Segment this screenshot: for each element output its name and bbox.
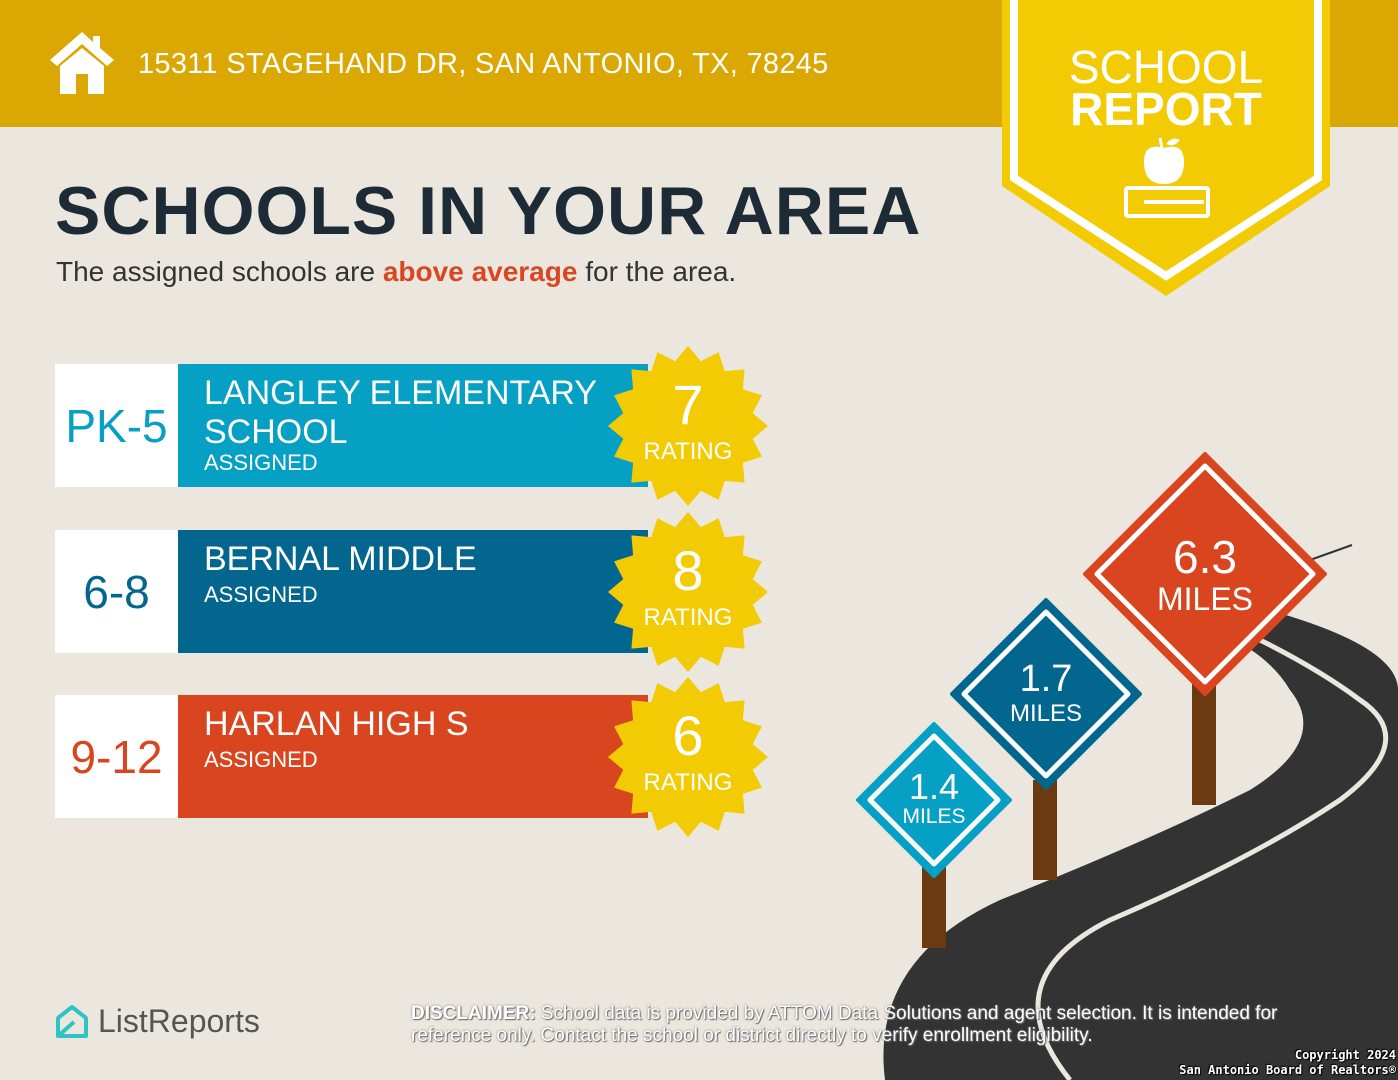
distance-sign: 6.3 MILES bbox=[1083, 452, 1327, 696]
school-row: 9-12 HARLAN HIGH S ASSIGNED 6 RATING bbox=[55, 677, 768, 837]
rating-starburst bbox=[608, 346, 768, 506]
listreports-logo-icon bbox=[56, 1004, 88, 1038]
sign-diamond bbox=[1083, 452, 1327, 696]
assignment-status: ASSIGNED bbox=[204, 747, 318, 772]
apple-book-icon bbox=[1124, 137, 1210, 218]
listreports-logo: ListReports bbox=[54, 1003, 260, 1040]
distance-sign: 1.4 MILES bbox=[856, 722, 1012, 878]
copyright: Copyright 2024 San Antonio Board of Realt… bbox=[1179, 1048, 1396, 1078]
sign-diamond bbox=[950, 598, 1142, 790]
property-address: 15311 STAGEHAND DR, SAN ANTONIO, TX, 782… bbox=[138, 48, 829, 80]
subtitle-text-end: for the area. bbox=[577, 256, 737, 287]
disclaimer: DISCLAIMER: School data is provided by A… bbox=[411, 1003, 1331, 1047]
rating-value: 7 bbox=[672, 373, 704, 436]
school-name: HARLAN HIGH S bbox=[204, 705, 469, 743]
rating-value: 8 bbox=[672, 539, 704, 602]
grade-range: 6-8 bbox=[55, 530, 178, 653]
distance-sign: 1.7 MILES bbox=[950, 598, 1142, 790]
rating-starburst bbox=[608, 677, 768, 837]
copyright-year: Copyright 2024 bbox=[1294, 1048, 1396, 1062]
school-bar: BERNAL MIDDLE ASSIGNED bbox=[178, 530, 648, 653]
rating-value: 6 bbox=[672, 704, 704, 767]
distance-unit: MILES bbox=[1156, 580, 1254, 617]
school-bar: HARLAN HIGH S ASSIGNED bbox=[178, 695, 648, 818]
subtitle: The assigned schools are above average f… bbox=[56, 256, 736, 288]
distance-unit: MILES bbox=[902, 805, 966, 829]
house-icon bbox=[50, 32, 114, 94]
sign-post bbox=[1033, 780, 1057, 880]
rating-starburst bbox=[608, 512, 768, 672]
road-line bbox=[1035, 637, 1389, 1080]
school-row: 6-8 BERNAL MIDDLE ASSIGNED 8 RATING bbox=[55, 512, 768, 672]
assignment-status: ASSIGNED bbox=[204, 582, 318, 607]
rating-label: RATING bbox=[643, 438, 733, 465]
assignment-status: ASSIGNED bbox=[204, 450, 318, 475]
logo-text: ListReports bbox=[98, 1003, 260, 1039]
disclaimer-label: DISCLAIMER: bbox=[411, 1003, 536, 1024]
school-name: LANGLEY ELEMENTARY SCHOOL bbox=[204, 374, 597, 451]
school-row: PK-5 LANGLEY ELEMENTARY SCHOOL ASSIGNED … bbox=[55, 346, 768, 506]
badge-line2: REPORT bbox=[1070, 83, 1262, 135]
distance-value: 6.3 bbox=[1173, 531, 1237, 584]
grade-range: 9-12 bbox=[55, 695, 178, 818]
subtitle-text: The assigned schools are bbox=[56, 256, 383, 287]
rating-label: RATING bbox=[643, 769, 733, 796]
school-name: BERNAL MIDDLE bbox=[204, 540, 477, 578]
distance-unit: MILES bbox=[1009, 699, 1083, 727]
school-report-badge bbox=[1002, 0, 1330, 296]
grade-range: PK-5 bbox=[55, 364, 178, 487]
sign-diamond bbox=[856, 722, 1012, 878]
distance-value: 1.4 bbox=[908, 765, 960, 807]
school-bar: LANGLEY ELEMENTARY SCHOOL ASSIGNED bbox=[178, 364, 648, 487]
rating-label: RATING bbox=[643, 604, 733, 631]
subtitle-highlight: above average bbox=[382, 256, 578, 287]
disclaimer-text: School data is provided by ATTOM Data So… bbox=[411, 1003, 1278, 1046]
copyright-owner: San Antonio Board of Realtors® bbox=[1179, 1063, 1396, 1077]
badge-line1: SCHOOL bbox=[1068, 41, 1264, 93]
distance-value: 1.7 bbox=[1019, 657, 1073, 700]
page-title: SCHOOLS IN YOUR AREA bbox=[55, 173, 922, 249]
road bbox=[883, 600, 1398, 1080]
sign-post bbox=[1192, 680, 1216, 805]
